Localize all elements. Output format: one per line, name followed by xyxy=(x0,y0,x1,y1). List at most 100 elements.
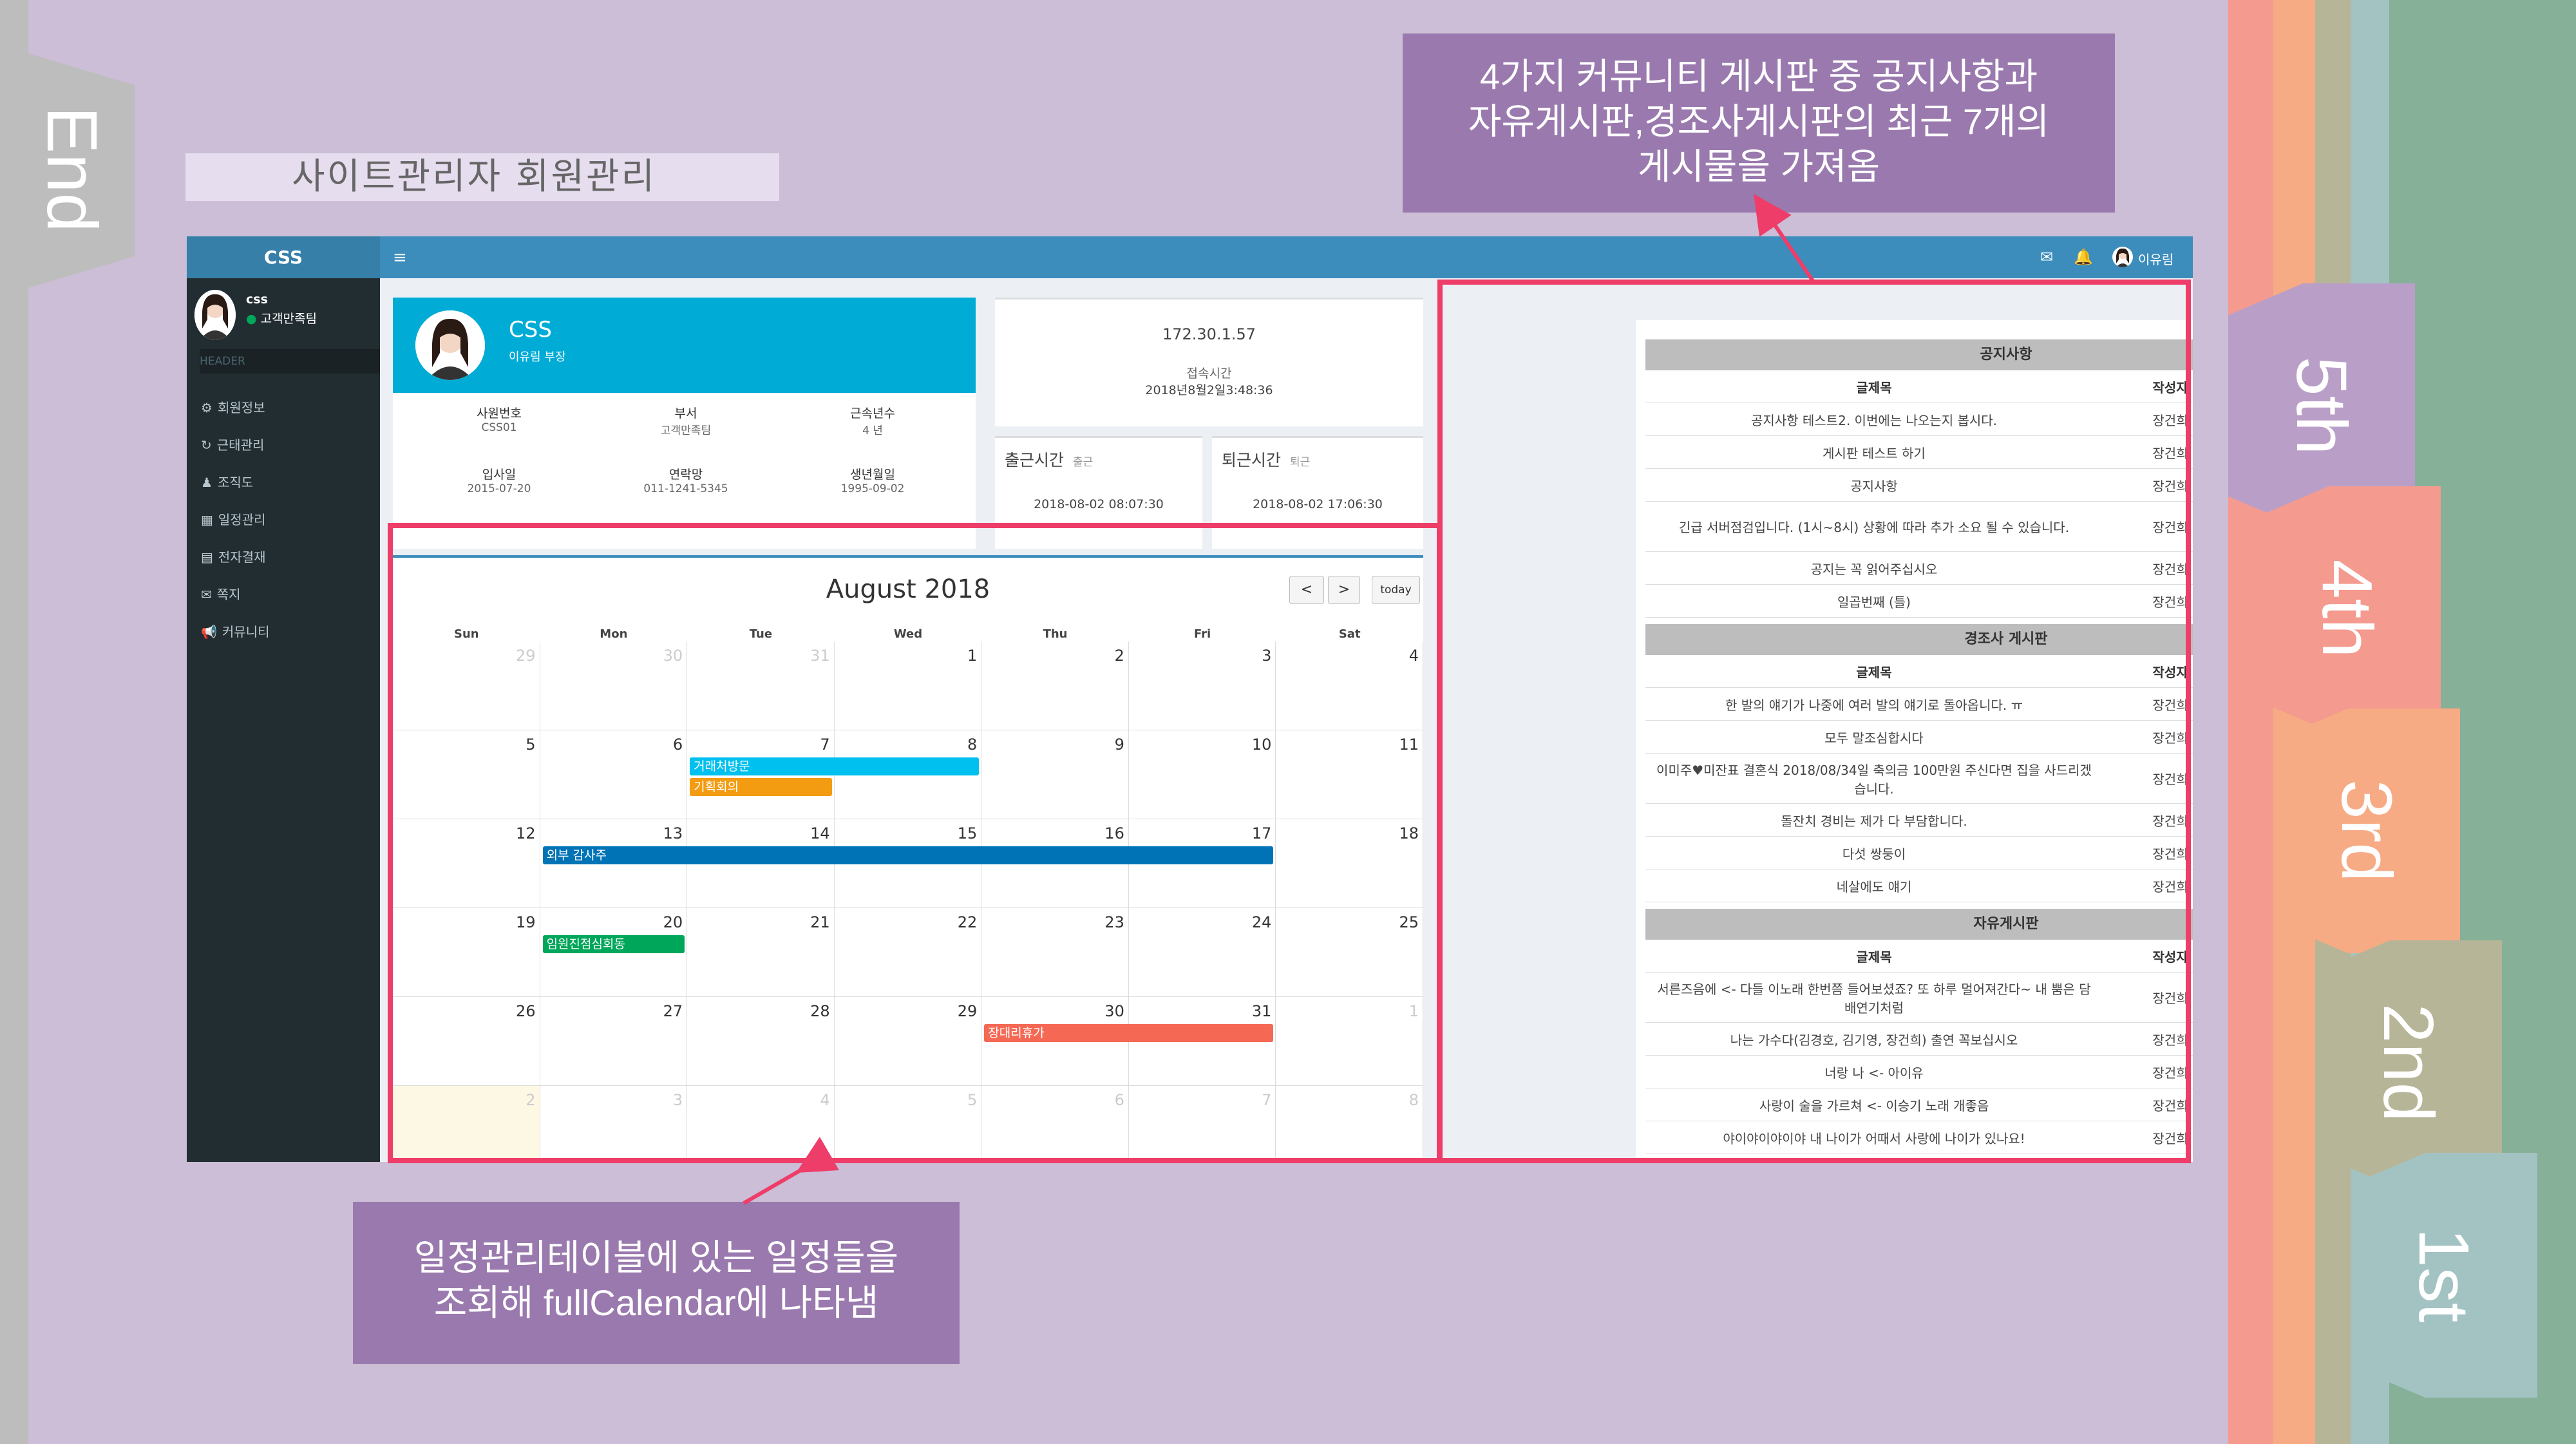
calendar-prev-button[interactable]: < xyxy=(1289,576,1324,604)
board-row[interactable]: 다섯 쌍둥이장건희2018-08-16 xyxy=(1645,837,2193,869)
calendar-event[interactable]: 임원진점심회동 xyxy=(542,935,685,953)
board-row[interactable]: 나는 가수다(김경호, 김기영, 장건희) 출연 꼭보십시오장건희2018-08… xyxy=(1645,1023,2193,1056)
board-post-title[interactable]: 일곱번째 (틀) xyxy=(1837,594,1911,610)
calendar-day-cell[interactable]: 5 xyxy=(393,730,540,819)
calendar-day-cell[interactable]: 28 xyxy=(687,997,835,1086)
board-title: 공지사항 xyxy=(1645,339,2193,370)
sidebar-item[interactable]: 📢 커뮤니티 xyxy=(201,622,270,640)
calendar-day-cell[interactable]: 12 xyxy=(393,819,540,908)
calendar-day-cell[interactable]: 8 xyxy=(1276,1086,1423,1162)
topbar-user-name[interactable]: 이유림 xyxy=(2138,252,2174,267)
tab-3rd[interactable]: 3rd xyxy=(2273,708,2460,953)
board-row[interactable]: 서른즈음에 <- 다들 이노래 한번쯤 들어보셨죠? 또 하루 멀어져간다~ 내… xyxy=(1645,973,2193,1023)
board-row[interactable]: 공지사항 테스트2. 이번에는 나오는지 봅시다.장건희2018-08-16 xyxy=(1645,403,2193,436)
calendar-day-cell[interactable]: 1 xyxy=(834,641,982,730)
board-row[interactable]: 네살에도 얘기장건희2018-08-16 xyxy=(1645,869,2193,902)
board-post-title[interactable]: 이미주♥미잔표 결혼식 2018/08/34일 축의금 100만원 주신다면 집… xyxy=(1656,762,2092,797)
calendar-day-cell[interactable]: 2 xyxy=(393,1086,540,1162)
calendar-day-cell[interactable]: 31 xyxy=(687,641,835,730)
board-row[interactable]: 긴급 서버점검입니다. (1시~8시) 상황에 따라 추가 소요 될 수 있습니… xyxy=(1645,502,2193,552)
calendar-day-cell[interactable]: 6 xyxy=(981,1086,1129,1162)
calendar-today-button[interactable]: today xyxy=(1372,576,1420,604)
calendar-day-cell[interactable]: 21 xyxy=(687,908,835,997)
calendar-day-cell[interactable]: 18 xyxy=(1276,819,1423,908)
calendar-day-cell[interactable]: 20 xyxy=(540,908,688,997)
tab-2nd[interactable]: 2nd xyxy=(2315,940,2502,1185)
calendar-day-cell[interactable]: 23 xyxy=(981,908,1129,997)
board-row[interactable]: 게시판 테스트 하기장건희2018-08-16 xyxy=(1645,436,2193,469)
end-tab[interactable] xyxy=(0,45,135,296)
board-post-title[interactable]: 공지사항 xyxy=(1850,478,1898,494)
board-post-title[interactable]: 공지사항 테스트2. 이번에는 나오는지 봅시다. xyxy=(1750,412,1998,428)
sidebar-item[interactable]: ⚙ 회원정보 xyxy=(201,397,265,416)
calendar-day-cell[interactable]: 9 xyxy=(981,730,1129,819)
calendar-day-cell[interactable]: 8 xyxy=(834,730,982,819)
mail-icon[interactable]: ✉ xyxy=(2040,248,2054,266)
calendar-day-cell[interactable]: 5 xyxy=(835,1086,982,1162)
sidebar-item[interactable]: ✉ 쪽지 xyxy=(201,584,241,603)
calendar-day-cell[interactable]: 17 xyxy=(1128,819,1276,908)
sidebar-item-label: 회원정보 xyxy=(217,400,265,415)
board-row[interactable]: 모두 말조심합시다장건희2018-08-16 xyxy=(1645,721,2193,754)
calendar-day-cell[interactable]: 27 xyxy=(540,997,688,1086)
menu-toggle-icon[interactable]: ≡ xyxy=(393,248,407,267)
calendar-day-cell[interactable]: 19 xyxy=(393,908,540,997)
board-post-title[interactable]: 다섯 쌍둥이 xyxy=(1842,846,1906,862)
calendar-day-cell[interactable]: 14 xyxy=(687,819,835,908)
calendar-day-cell[interactable]: 4 xyxy=(687,1086,835,1162)
calendar-day-cell[interactable]: 29 xyxy=(393,641,540,730)
calendar-event[interactable]: 거래처방문 xyxy=(690,757,980,775)
board-post-title[interactable]: 서른즈음에 <- 다들 이노래 한번쯤 들어보셨죠? 또 하루 멀어져간다~ 내… xyxy=(1657,981,2091,1016)
calendar-day-cell[interactable]: 4 xyxy=(1276,641,1423,730)
sidebar-item[interactable]: ▤ 전자결재 xyxy=(201,547,266,565)
calendar-day-cell[interactable]: 25 xyxy=(1276,908,1423,997)
board-post-title[interactable]: 게시판 테스트 하기 xyxy=(1823,445,1926,461)
board-post-title[interactable]: 사랑이 술을 가르쳐 <- 이승기 노래 개좋음 xyxy=(1759,1097,1989,1114)
board-post-title[interactable]: 한 발의 얘기가 나중에 여러 발의 얘기로 돌아옵니다. ㅠ xyxy=(1725,697,2023,713)
calendar-day-cell[interactable]: 3 xyxy=(1128,641,1276,730)
tab-4th[interactable]: 4th xyxy=(2254,486,2441,731)
calendar-day-cell[interactable]: 1 xyxy=(1276,997,1423,1086)
calendar-day-cell[interactable]: 30 xyxy=(540,641,688,730)
calendar-day-cell[interactable]: 3 xyxy=(540,1086,688,1162)
board-post-title[interactable]: 네살에도 얘기 xyxy=(1836,879,1912,895)
brand-logo[interactable]: CSS xyxy=(187,236,380,278)
calendar-day-cell[interactable]: 2 xyxy=(981,641,1129,730)
board-post-title[interactable]: 돌잔치 경비는 제가 다 부담합니다. xyxy=(1781,813,1967,829)
board-row[interactable]: 이미주♥미잔표 결혼식 2018/08/34일 축의금 100만원 주신다면 집… xyxy=(1645,754,2193,804)
calendar-event[interactable]: 외부 감사주 xyxy=(542,846,1274,864)
board-row[interactable]: 야이야이야이야 내 나이가 어때서 사랑에 나이가 있나요!장건희2018-08… xyxy=(1645,1121,2193,1154)
sidebar-item[interactable]: ↻ 근태관리 xyxy=(201,435,264,453)
board-post-title[interactable]: 나는 가수다(김경호, 김기영, 장건희) 출연 꼭보십시오 xyxy=(1730,1032,2018,1048)
calendar-day-cell[interactable]: 29 xyxy=(834,997,982,1086)
calendar-event[interactable]: 장대리휴가 xyxy=(984,1024,1274,1042)
calendar-day-cell[interactable]: 10 xyxy=(1128,730,1276,819)
board-post-title[interactable]: 야이야이야이야 내 나이가 어때서 사랑에 나이가 있나요! xyxy=(1723,1130,2025,1146)
board-row[interactable]: 너랑 나 <- 아이유장건희2018-08-16 xyxy=(1645,1056,2193,1088)
board-row[interactable]: 사랑이 술을 가르쳐 <- 이승기 노래 개좋음장건희2018-08-16 xyxy=(1645,1088,2193,1121)
board-post-title[interactable]: 공지는 꼭 읽어주십시오 xyxy=(1810,561,1938,577)
calendar-day-cell[interactable]: 6 xyxy=(540,730,688,819)
board-post-title[interactable]: 너랑 나 <- 아이유 xyxy=(1824,1065,1924,1081)
bell-icon[interactable]: 🔔 xyxy=(2074,248,2093,266)
board-post-title[interactable]: 긴급 서버점검입니다. (1시~8시) 상황에 따라 추가 소요 될 수 있습니… xyxy=(1678,520,2070,535)
board-post-title[interactable]: 모두 말조심합시다 xyxy=(1824,730,1924,746)
board-row[interactable]: 공지사항장건희2018-08-16 xyxy=(1645,469,2193,502)
board-row[interactable]: 한 발의 얘기가 나중에 여러 발의 얘기로 돌아옵니다. ㅠ장건희2018-0… xyxy=(1645,688,2193,721)
board-row[interactable]: 돌잔치 경비는 제가 다 부담합니다.장건희2018-08-16 xyxy=(1645,804,2193,837)
board-row[interactable]: 공지는 꼭 읽어주십시오장건희2018-08-16 xyxy=(1645,552,2193,585)
calendar-event[interactable]: 기획회의 xyxy=(690,778,832,796)
calendar-day-cell[interactable]: 26 xyxy=(393,997,540,1086)
calendar-day-cell[interactable]: 31 xyxy=(1128,997,1276,1086)
calendar-day-cell[interactable]: 11 xyxy=(1276,730,1423,819)
calendar-next-button[interactable]: > xyxy=(1328,576,1360,604)
sidebar-item[interactable]: ♟ 조직도 xyxy=(201,472,253,491)
calendar-day-cell[interactable]: 22 xyxy=(834,908,982,997)
user-avatar[interactable] xyxy=(2112,247,2133,267)
board-row[interactable]: 일곱번째 (틀)장건희2018-08-16 xyxy=(1645,585,2193,618)
calendar-day-cell[interactable]: 7 xyxy=(1129,1086,1276,1162)
sidebar-item[interactable]: ▦ 일정관리 xyxy=(201,509,266,528)
tab-1st[interactable]: 1st xyxy=(2351,1153,2537,1398)
calendar-day-cell[interactable]: 24 xyxy=(1128,908,1276,997)
calendar-day-number: 5 xyxy=(526,736,536,754)
